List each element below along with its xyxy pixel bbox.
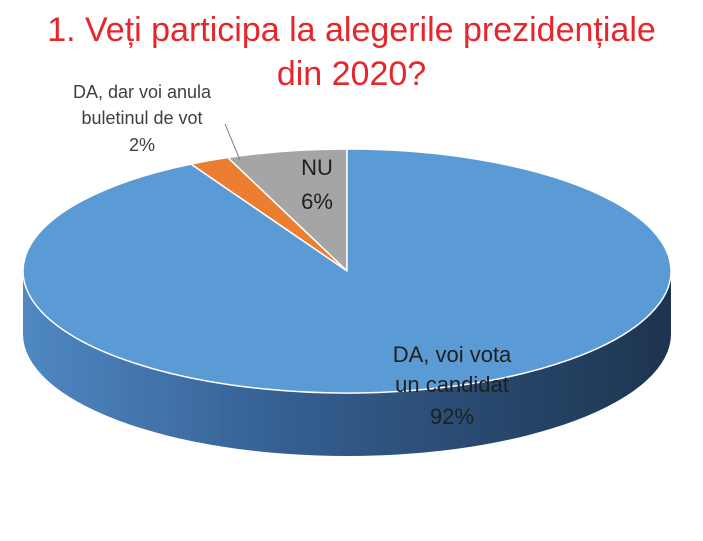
slice-label-nu-percent: 6%: [301, 189, 333, 214]
pie-slice-vota: [22, 148, 672, 394]
chart-title-line-2: din 2020?: [276, 55, 427, 93]
slice-label-anula-percent: 2%: [129, 135, 155, 155]
pie-slices: [22, 148, 672, 394]
pie-slice-nu: [226, 148, 348, 272]
slice-label-nu: NU: [301, 155, 333, 180]
slice-label-vota-percent: 92%: [430, 404, 474, 429]
slice-label-vota-line-2: un candidat: [395, 372, 509, 397]
leader-line-anula: [224, 123, 241, 161]
slice-label-anula-line-2: buletinul de vot: [81, 108, 202, 128]
chart-title-line-1: 1. Veți participa la alegerile prezidenț…: [47, 11, 656, 49]
slice-label-anula-line-1: DA, dar voi anula: [73, 82, 212, 102]
pie-side-wall: [23, 271, 671, 456]
slice-label-vota-line-1: DA, voi vota: [393, 342, 512, 367]
pie-side-blue: [23, 271, 671, 456]
